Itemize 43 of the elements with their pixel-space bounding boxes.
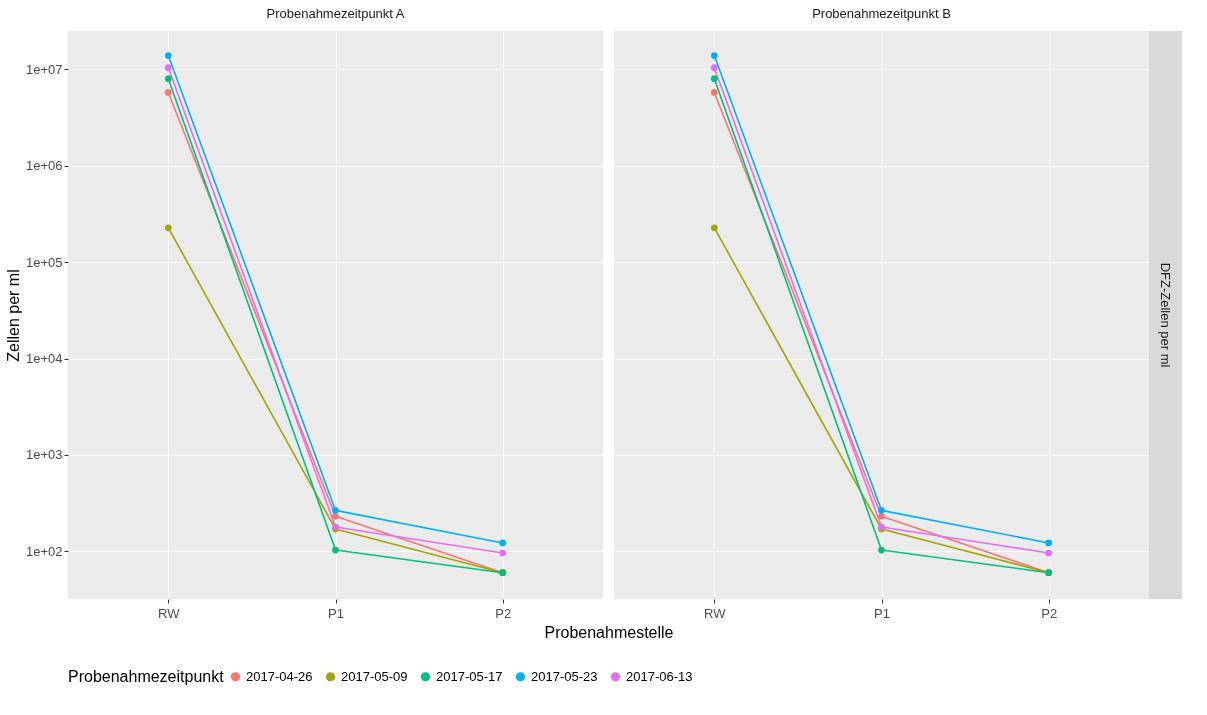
point <box>710 64 718 72</box>
point <box>164 224 172 232</box>
text: DFZ-Zellen per ml <box>1158 262 1173 368</box>
y-tick-label: 1e+05 <box>25 254 63 270</box>
point <box>332 512 339 520</box>
x-tick-label: P1 <box>874 605 890 621</box>
y-tick-label: 1e+07 <box>25 61 63 77</box>
legend-label: 2017-05-09 <box>341 668 408 684</box>
legend-label: 2017-04-26 <box>246 668 313 684</box>
point <box>499 549 507 557</box>
legend-label: 2017-05-23 <box>531 668 598 684</box>
y-tick-label: 1e+04 <box>25 351 63 367</box>
point <box>710 52 718 59</box>
y-tick-label: 1e+03 <box>25 447 63 463</box>
point <box>710 224 718 232</box>
point <box>164 75 172 83</box>
point <box>878 546 885 554</box>
legend-label: 2017-06-13 <box>626 668 693 684</box>
x-tick-label: P1 <box>328 605 344 621</box>
point <box>878 507 885 514</box>
chart-title: Probenahmezeitpunkt A <box>266 6 405 21</box>
y-tick-label: 1e+06 <box>25 158 63 174</box>
point <box>499 539 507 547</box>
point <box>332 507 339 514</box>
point <box>332 546 339 554</box>
x-tick-label: P2 <box>1041 605 1058 621</box>
x-tick-label: RW <box>158 605 181 621</box>
point <box>878 512 885 520</box>
point <box>164 64 172 72</box>
legend-title: Probenahmezeitpunkt <box>68 668 225 685</box>
point <box>710 89 718 96</box>
y-tick-label: 1e+02 <box>25 543 63 559</box>
point <box>710 75 718 83</box>
y-axis-title: Zellen per ml <box>4 269 22 362</box>
point <box>1045 549 1053 557</box>
chart-title: Probenahmezeitpunkt B <box>812 6 951 21</box>
point <box>164 52 172 59</box>
x-axis-title: Probenahmestelle <box>544 623 674 641</box>
x-tick-label: RW <box>704 605 727 621</box>
point <box>164 89 172 96</box>
legend-label: 2017-05-17 <box>436 668 503 684</box>
point <box>1045 539 1053 547</box>
x-tick-label: P2 <box>495 605 512 621</box>
